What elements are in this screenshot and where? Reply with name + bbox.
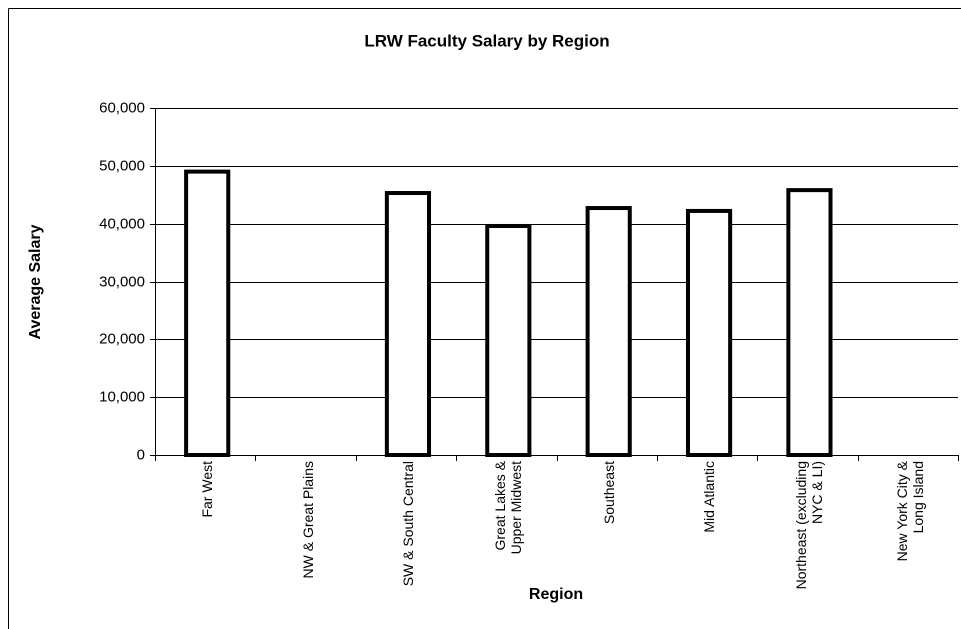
bar <box>384 191 432 457</box>
bar <box>184 169 231 457</box>
x-tick-label: Great Lakes & Upper Midwest <box>492 461 525 555</box>
x-tick-label: NW & Great Plains <box>299 461 316 579</box>
x-tick-label: Far West <box>199 461 216 518</box>
y-tick-label: 10,000 <box>99 388 145 405</box>
x-tick-label: New York City & Long Island <box>893 461 926 562</box>
x-tick-label: SW & South Central <box>399 461 416 587</box>
bar <box>585 206 632 457</box>
x-tick-label: Southeast <box>600 461 617 525</box>
y-tick-label: 0 <box>137 446 145 463</box>
y-axis-label: Average Salary <box>27 224 44 339</box>
y-tick-label: 20,000 <box>99 330 145 347</box>
y-tick-label: 40,000 <box>99 215 145 232</box>
y-tick-label: 30,000 <box>99 273 145 290</box>
bar <box>685 208 733 457</box>
x-axis-label: Region <box>529 586 583 603</box>
chart-title: LRW Faculty Salary by Region <box>364 31 609 50</box>
y-tick-label: 50,000 <box>99 157 145 174</box>
y-tick-label: 60,000 <box>99 99 145 116</box>
x-tick-label: Mid Atlantic <box>701 461 718 533</box>
x-tick-label: Northeast (excluding NYC & LI) <box>793 461 826 590</box>
bar <box>485 223 532 457</box>
bar <box>786 188 833 458</box>
